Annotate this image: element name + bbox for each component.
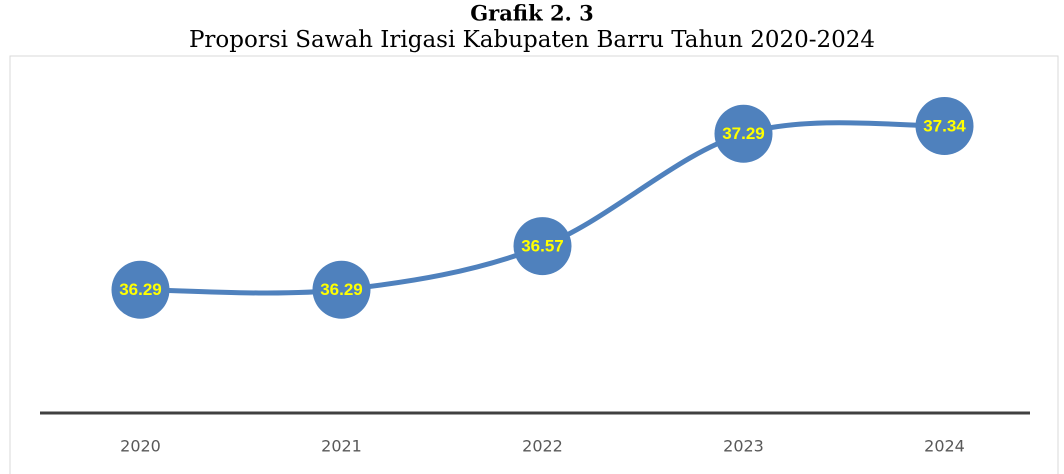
data-label: 37.29 — [722, 124, 765, 143]
x-tick-label: 2022 — [522, 437, 563, 456]
marker — [111, 260, 170, 319]
data-label: 37.34 — [923, 116, 966, 135]
data-label: 36.29 — [119, 280, 162, 299]
data-label: 36.29 — [320, 280, 363, 299]
data-label: 36.57 — [521, 237, 564, 256]
chart-subtitle: Proporsi Sawah Irigasi Kabupaten Barru T… — [189, 27, 875, 53]
x-tick-label: 2021 — [321, 437, 362, 456]
marker — [513, 217, 572, 276]
marker — [714, 104, 773, 163]
x-tick-label: 2024 — [924, 437, 965, 456]
x-tick-label: 2023 — [723, 437, 764, 456]
chart-title: Grafik 2. 3 — [470, 1, 594, 26]
marker — [915, 96, 974, 155]
marker — [312, 260, 371, 319]
chart-frame — [9, 55, 1059, 474]
x-tick-label: 2020 — [120, 437, 161, 456]
